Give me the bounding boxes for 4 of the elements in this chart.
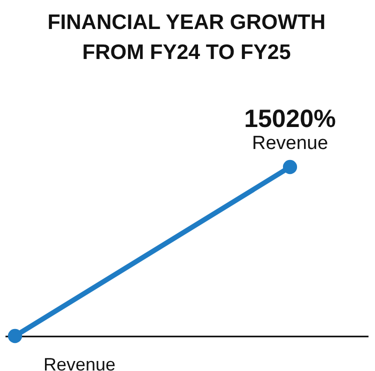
- series-label: Revenue: [252, 133, 328, 154]
- text: 15020%: [244, 105, 336, 133]
- x-axis-title: Revenue: [44, 354, 116, 371]
- chart-title: FINANCIAL YEAR GROWTH FROM FY24 TO FY25: [47, 11, 326, 64]
